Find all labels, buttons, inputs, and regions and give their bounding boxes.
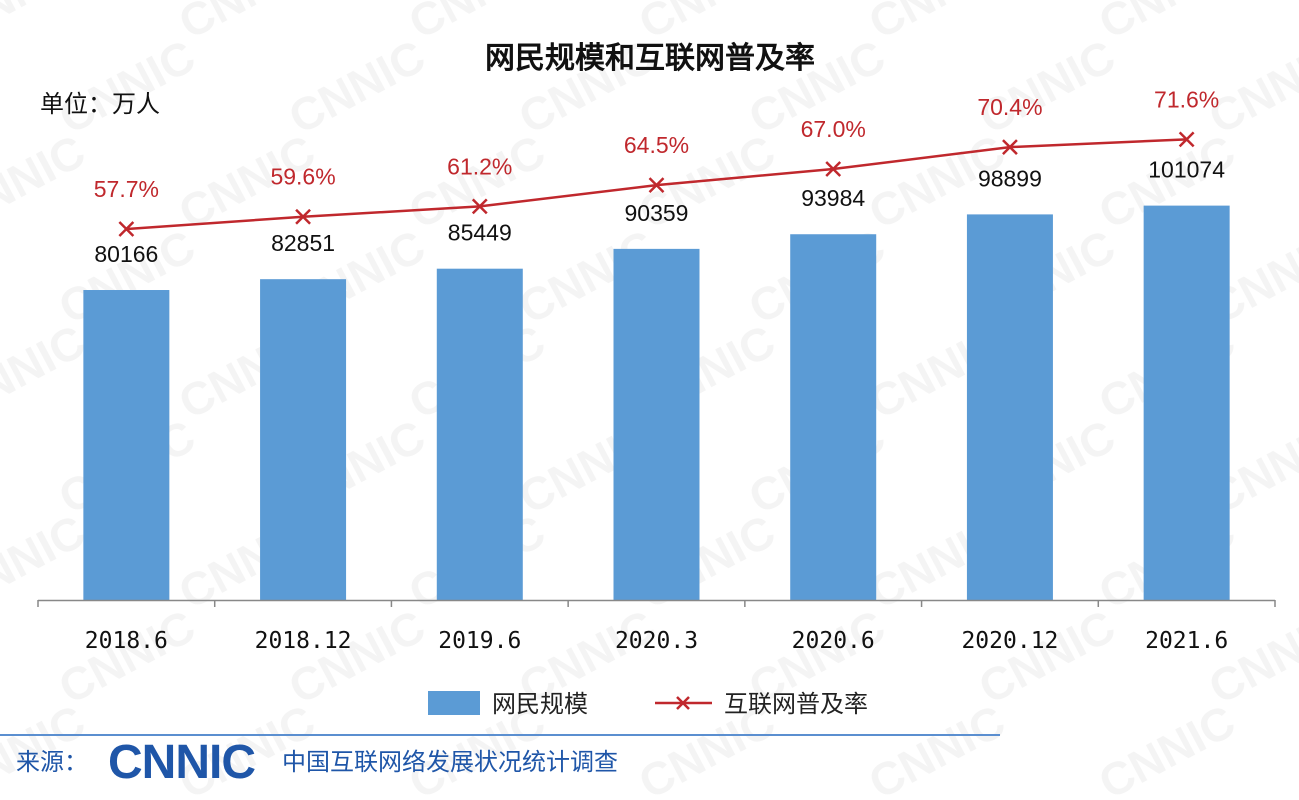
watermark-text: CNNIC [280,600,433,714]
watermark-text: CNNIC [0,125,93,239]
bar-label-2018.6: 80166 [94,241,158,267]
chart-title: 网民规模和互联网普及率 [485,41,815,76]
line-marker-2018.6 [118,221,135,237]
x-tick-label-2021.6: 2021.6 [1145,628,1228,654]
line-marker-2021.6 [1178,131,1195,148]
bar-2019.6 [436,268,523,600]
watermark-text: CNNIC [170,0,323,49]
legend: 网民规模 互联网普及率 [428,690,868,718]
line-label-2018.6: 57.7% [94,176,159,202]
bar-2018.12 [260,279,347,600]
bar-2021.6 [1143,205,1230,600]
cnnic-logo: CNNIC [108,736,255,789]
bar-label-2019.6: 85449 [448,220,512,246]
x-tick-labels: 2018.6 2018.12 2019.6 2020.3 2020.6 2020.12 20… [85,628,1228,654]
watermark-text: CNNIC [970,30,1123,144]
watermark-text: CNNIC [860,0,1013,49]
watermark-text: CNNIC [970,600,1123,714]
watermark-text: CNNIC [50,600,203,714]
watermark-text: CNNIC [280,30,433,144]
line-label-2019.6: 61.2% [447,153,512,179]
unit-label: 单位：万人 [40,90,160,118]
x-axis [37,599,1276,607]
legend-swatch-bar [428,691,480,715]
line-label-2021.6: 71.6% [1154,86,1219,112]
line-series [118,131,1195,237]
line-marker-2020.3 [648,177,665,194]
x-tick-label-2020.3: 2020.3 [615,628,698,654]
line-label-2020.3: 64.5% [624,132,689,158]
source-org: 中国互联网络发展状况统计调查 [282,748,618,776]
bar-2018.6 [83,290,170,600]
watermark-text: CNNIC [0,0,93,49]
bar-2020.3 [613,248,700,600]
line-marker-2020.6 [825,161,842,177]
line-marker-2020.12 [1002,139,1018,155]
x-tick-label-2018.6: 2018.6 [85,628,168,654]
watermark-text: CNNIC [50,30,203,144]
line-value-labels: 57.7% 59.6% 61.2% 64.5% 67.0% 70.4% 71.6% [94,86,1220,202]
line-label-2020.6: 67.0% [801,116,866,142]
bar-label-2020.3: 90359 [625,200,689,226]
bar-label-2021.6: 101074 [1148,157,1225,183]
line-marker-2019.6 [471,198,488,215]
bar-label-2018.12: 82851 [271,230,335,256]
bar-value-labels: 80166 82851 85449 90359 93984 98899 101074 [94,157,1225,267]
bar-series [83,205,1230,601]
x-tick-label-2019.6: 2019.6 [438,628,521,654]
source-footer: 来源： CNNIC 中国互联网络发展状况统计调查 [0,734,1000,789]
line-marker-2018.12 [295,208,311,225]
x-tick-label-2018.12: 2018.12 [255,628,352,654]
source-prefix: 来源： [16,748,88,776]
bar-2020.12 [966,214,1053,600]
bar-2020.6 [790,234,877,601]
bar-label-2020.6: 93984 [801,185,865,211]
legend-label-bar: 网民规模 [492,690,588,718]
line-label-2020.12: 70.4% [977,94,1042,120]
bar-label-2020.12: 98899 [978,165,1042,191]
watermark-text: CNNIC [860,695,1013,800]
watermark-text: CNNIC [0,315,93,429]
line-label-2018.12: 59.6% [270,164,335,190]
legend-label-line: 互联网普及率 [724,690,868,718]
watermark-text: CNNIC [0,505,93,619]
watermark-text: CNNIC [1090,695,1243,800]
x-tick-label-2020.12: 2020.12 [961,628,1058,654]
x-tick-label-2020.6: 2020.6 [792,628,875,654]
watermark-text: CNNIC [1090,0,1243,49]
legend-marker-x [676,696,690,710]
